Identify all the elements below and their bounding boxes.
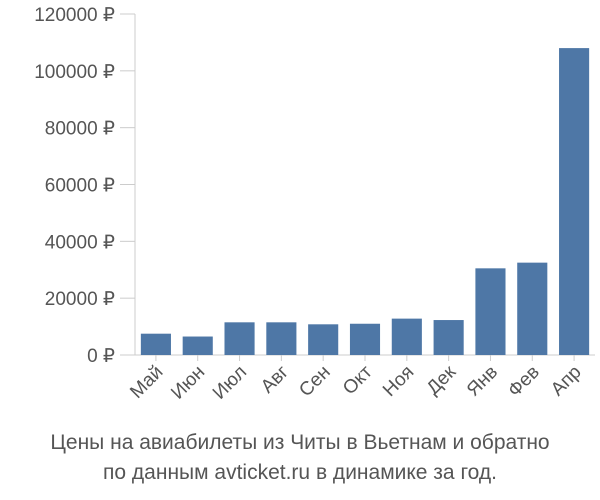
x-tick-label: Май <box>126 362 167 403</box>
caption-line-2: по данным avticket.ru в динамике за год. <box>103 461 497 484</box>
bar <box>517 262 548 355</box>
y-tick-label: 60000 ₽ <box>45 176 115 197</box>
y-tick-label: 40000 ₽ <box>45 232 115 253</box>
y-tick-label: 100000 ₽ <box>34 62 115 83</box>
x-axis-ticks: Май Июн Июл Авг Сен Окт Ноя Дек Янв Фев Апр <box>126 355 586 404</box>
bar <box>349 323 381 355</box>
caption-line-1: Цены на авиабилеты из Читы в Вьетнам и о… <box>50 431 550 454</box>
bar <box>224 322 255 355</box>
x-tick-label: Ноя <box>379 362 418 401</box>
bar <box>182 336 213 355</box>
y-tick-label: 20000 ₽ <box>45 289 115 310</box>
x-tick-label: Окт <box>339 361 377 399</box>
chart-bars <box>140 48 590 355</box>
x-tick-label: Июн <box>167 362 209 404</box>
x-tick-label: Апр <box>547 362 586 401</box>
chart-caption: Цены на авиабилеты из Читы в Вьетнам и о… <box>0 428 600 488</box>
x-tick-label: Фев <box>504 362 544 402</box>
x-tick-label: Июл <box>209 362 251 404</box>
bar <box>559 48 590 355</box>
y-tick-label: 120000 ₽ <box>34 5 115 26</box>
bar <box>140 333 171 355</box>
bar <box>308 324 339 355</box>
x-tick-label: Сен <box>295 362 334 401</box>
bar <box>433 320 464 355</box>
x-tick-label: Дек <box>423 361 461 399</box>
x-tick-label: Авг <box>257 362 293 398</box>
bar <box>475 268 506 355</box>
bar <box>391 318 422 355</box>
bar-chart: 0 ₽ 20000 ₽ 40000 ₽ 60000 ₽ 80000 ₽ 100000 ₽ 1… <box>34 5 595 404</box>
x-tick-label: Янв <box>463 362 502 401</box>
y-tick-label: 0 ₽ <box>87 346 115 367</box>
y-tick-label: 80000 ₽ <box>45 119 115 140</box>
bar <box>266 322 297 355</box>
y-axis-ticks: 0 ₽ 20000 ₽ 40000 ₽ 60000 ₽ 80000 ₽ 100000 ₽ 1… <box>34 5 135 367</box>
